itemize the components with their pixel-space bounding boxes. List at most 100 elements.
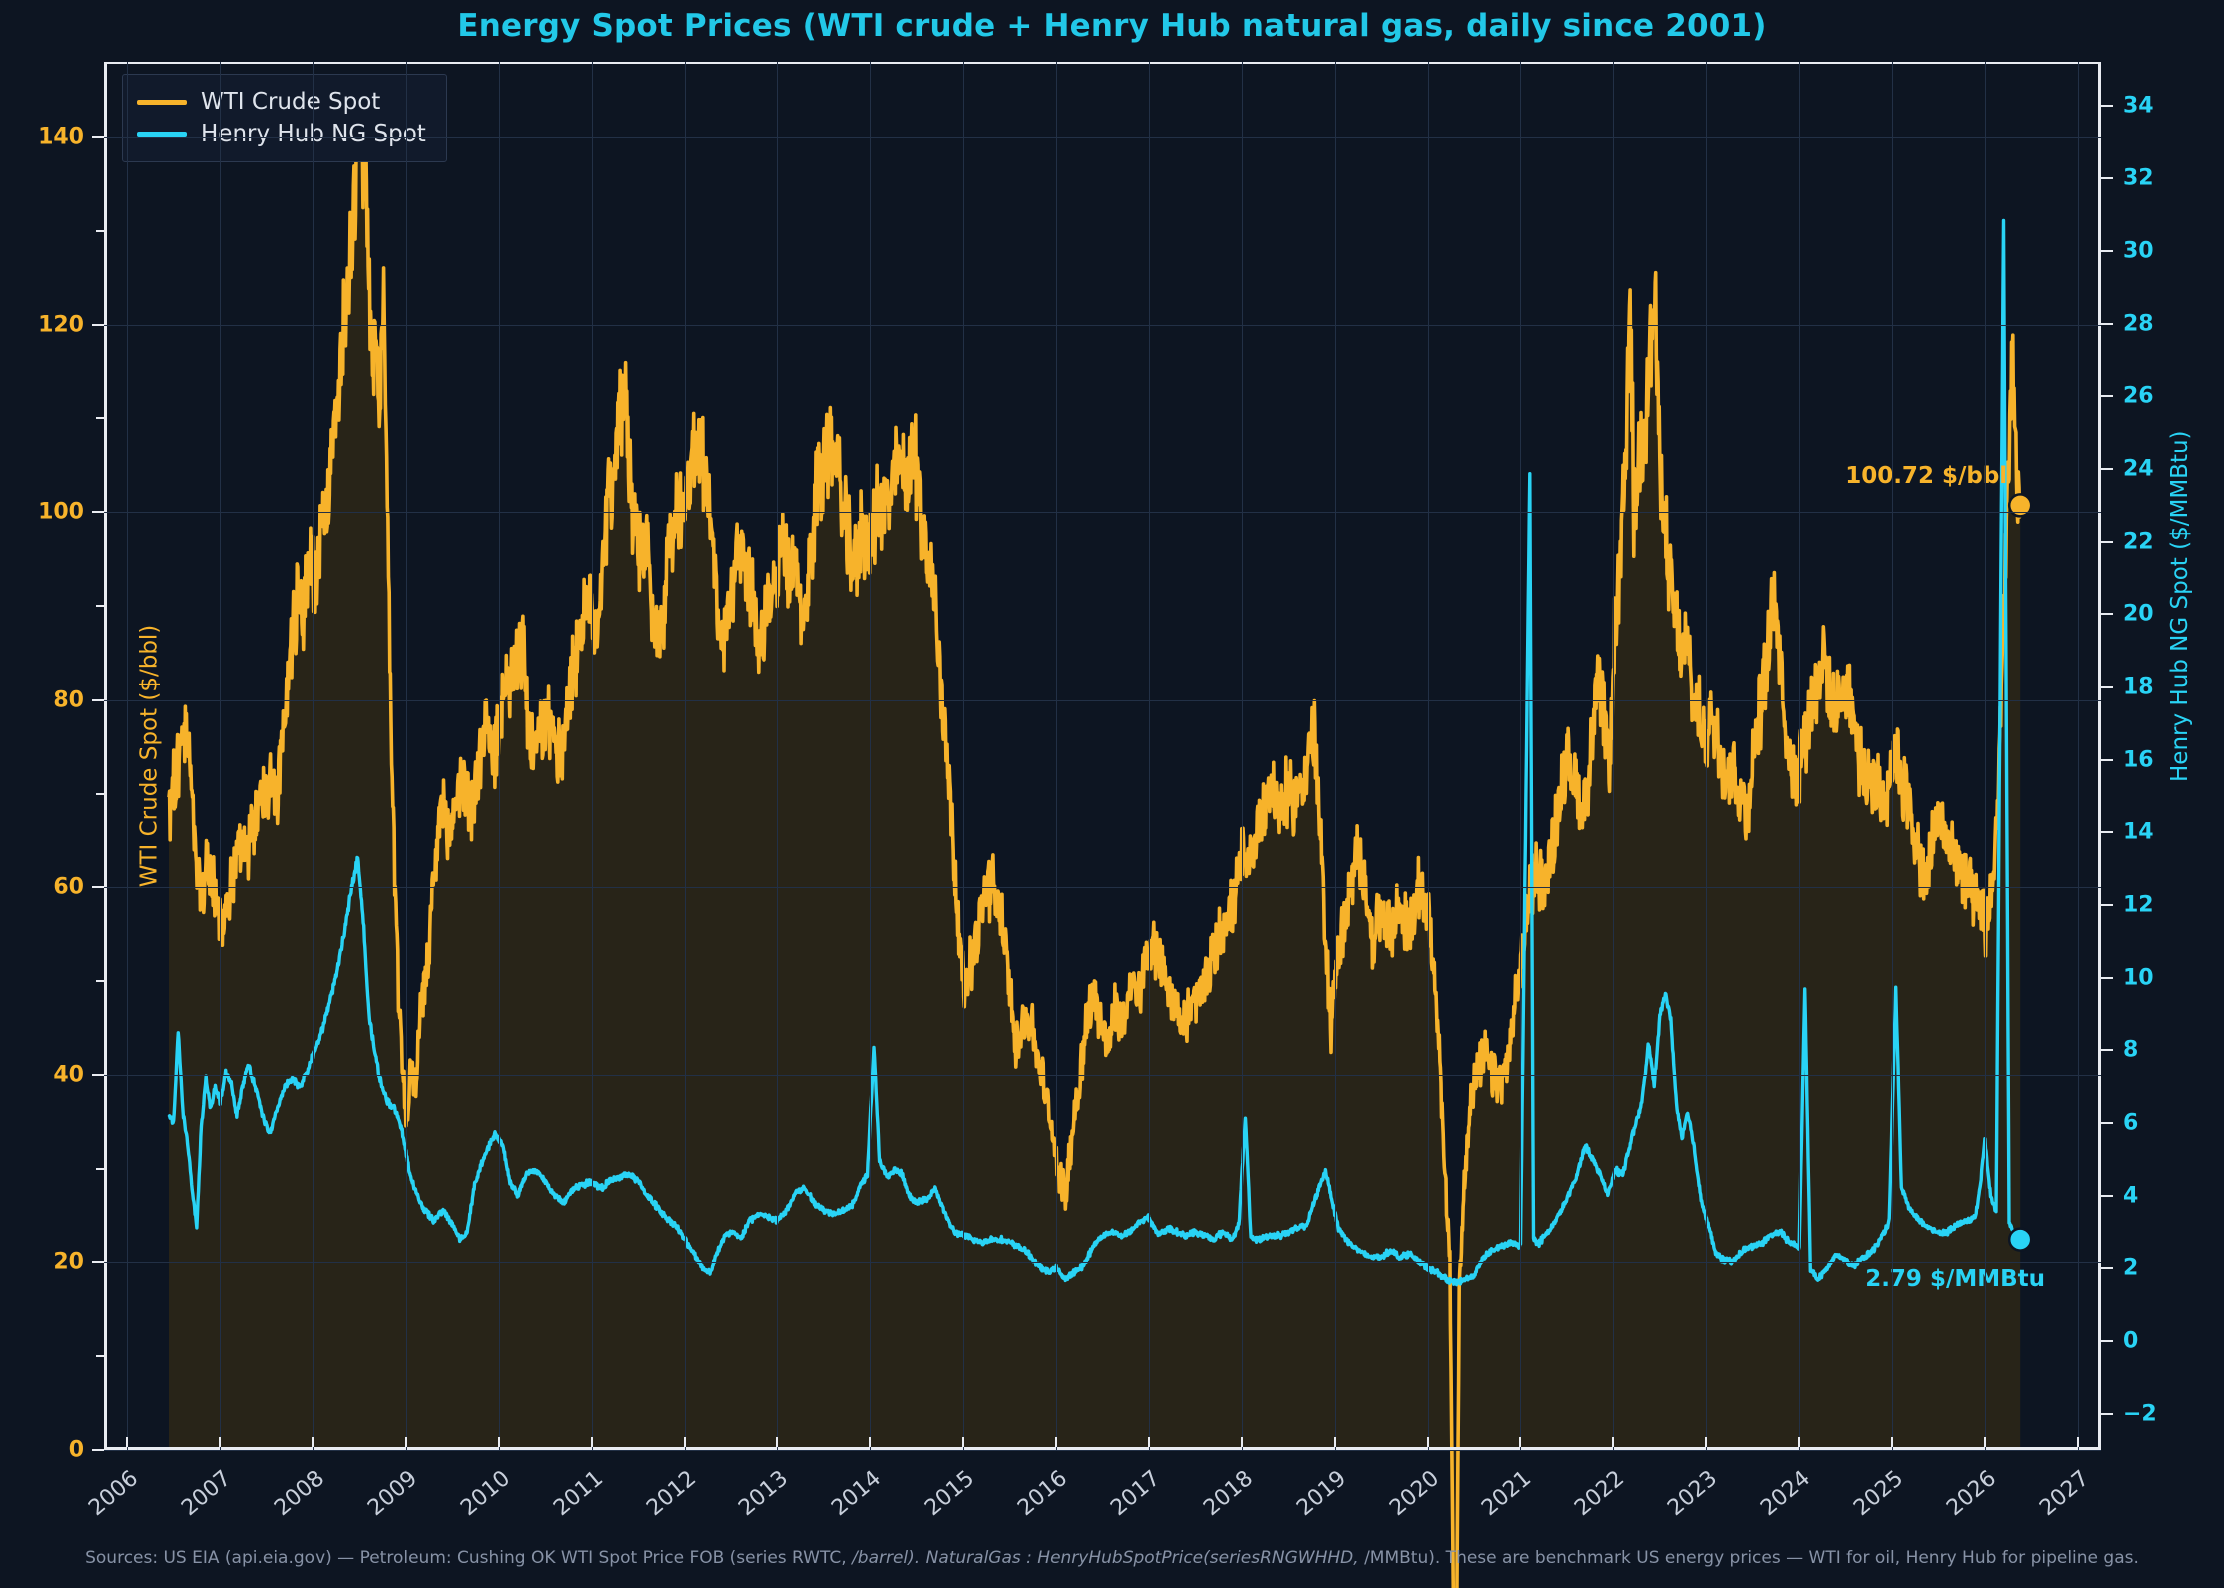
x-axis-tick — [1147, 1437, 1150, 1447]
legend-item-wti: WTI Crude Spot — [137, 86, 426, 118]
y-axis-tick-right — [2101, 685, 2113, 688]
x-axis-tick — [1983, 1437, 1986, 1447]
x-axis-label: 2020 — [1384, 1466, 1444, 1522]
x-axis-tick — [962, 1437, 965, 1447]
y-axis-minor-tick-left — [96, 980, 104, 983]
plot-area: WTI Crude Spot Henry Hub NG Spot 100.72 … — [92, 62, 2113, 1588]
y-axis-tick-right — [2101, 1194, 2113, 1197]
y-axis-label-right: 16 — [2123, 747, 2154, 773]
grid-line-horizontal — [104, 1450, 2101, 1451]
grid-line-vertical — [312, 62, 314, 1450]
y-axis-tick-right — [2101, 1412, 2113, 1415]
y-axis-title-right: Henry Hub NG Spot ($/MMBtu) — [2167, 430, 2193, 782]
x-axis-tick — [1519, 1437, 1522, 1447]
axis-spine-bottom — [104, 1447, 2101, 1450]
y-axis-label-right: 20 — [2123, 601, 2154, 627]
y-axis-tick-right — [2101, 758, 2113, 761]
y-axis-minor-tick-left — [96, 1355, 104, 1358]
y-axis-tick-right — [2101, 467, 2113, 470]
y-axis-tick-right — [2101, 613, 2113, 616]
source-note: Sources: US EIA (api.eia.gov) — Petroleu… — [0, 1548, 2224, 1568]
grid-line-horizontal — [104, 699, 2101, 701]
y-axis-tick-right — [2101, 903, 2113, 906]
grid-line-vertical — [1706, 62, 1708, 1450]
x-axis-tick — [1612, 1437, 1615, 1447]
x-axis-label: 2025 — [1849, 1466, 1909, 1522]
grid-line-horizontal — [104, 512, 2101, 514]
x-axis-label: 2017 — [1106, 1466, 1166, 1522]
y-axis-label-right: −2 — [2123, 1401, 2157, 1427]
grid-line-vertical — [684, 62, 686, 1450]
x-axis-tick — [869, 1437, 872, 1447]
y-axis-tick-right — [2101, 831, 2113, 834]
x-axis-tick — [126, 1437, 129, 1447]
grid-line-vertical — [1984, 62, 1986, 1450]
grid-line-vertical — [1613, 62, 1615, 1450]
x-axis-tick — [1891, 1437, 1893, 1447]
legend-item-henryhub: Henry Hub NG Spot — [137, 118, 426, 150]
x-axis-label: 2018 — [1198, 1466, 1258, 1522]
y-axis-tick-right — [2101, 1267, 2113, 1270]
y-axis-label-right: 10 — [2123, 965, 2154, 991]
x-axis-tick — [1705, 1437, 1708, 1447]
y-axis-tick-right — [2101, 1121, 2113, 1124]
henry-hub-line — [167, 218, 2022, 1287]
x-axis-tick — [1055, 1437, 1058, 1447]
x-axis-label: 2014 — [827, 1466, 887, 1522]
y-axis-title-left: WTI Crude Spot ($/bbl) — [136, 624, 163, 888]
grid-line-vertical — [963, 62, 965, 1450]
x-axis-label: 2019 — [1291, 1466, 1351, 1522]
y-axis-label-right: 34 — [2123, 93, 2154, 119]
annotation-ng-last-value: 2.79 $/MMBtu — [1865, 1265, 2046, 1292]
y-axis-label-right: 22 — [2123, 529, 2154, 555]
y-axis-minor-tick-left — [96, 1167, 104, 1170]
x-axis-label: 2009 — [362, 1466, 422, 1522]
x-axis-tick — [219, 1437, 222, 1447]
x-axis-tick — [1240, 1437, 1243, 1447]
x-axis-label: 2024 — [1756, 1466, 1816, 1522]
source-note-part1: Sources: US EIA (api.eia.gov) — Petroleu… — [85, 1548, 853, 1568]
grid-line-vertical — [220, 62, 222, 1450]
y-axis-minor-tick-left — [96, 417, 104, 420]
y-axis-label-left: 140 — [38, 124, 84, 150]
x-axis-label: 2013 — [734, 1466, 794, 1522]
y-axis-tick-right — [2101, 1049, 2113, 1052]
x-axis-tick — [1426, 1437, 1429, 1447]
y-axis-minor-tick-left — [96, 604, 104, 607]
grid-line-vertical — [1520, 62, 1522, 1450]
x-axis-tick — [1798, 1437, 1801, 1447]
grid-line-horizontal — [104, 1262, 2101, 1264]
y-axis-tick-left — [92, 698, 104, 701]
grid-line-vertical — [127, 62, 129, 1450]
y-axis-label-left: 80 — [53, 687, 84, 713]
y-axis-tick-right — [2101, 104, 2113, 107]
y-axis-label-right: 2 — [2123, 1255, 2139, 1281]
y-axis-tick-left — [92, 1261, 104, 1264]
y-axis-tick-left — [92, 1073, 104, 1076]
y-axis-label-right: 28 — [2123, 311, 2154, 337]
y-axis-tick-left — [92, 323, 104, 326]
grid-line-horizontal — [104, 887, 2101, 889]
grid-line-horizontal — [104, 1074, 2101, 1076]
y-axis-tick-right — [2101, 976, 2113, 979]
grid-line-vertical — [405, 62, 407, 1450]
grid-line-horizontal — [104, 137, 2101, 139]
y-axis-tick-left — [92, 886, 104, 889]
x-axis-label: 2022 — [1570, 1466, 1630, 1522]
source-note-italic: /barrel). NaturalGas : HenryHubSpotPrice… — [852, 1548, 1359, 1568]
legend-swatch-wti — [137, 99, 187, 105]
grid-line-vertical — [1241, 62, 1243, 1450]
y-axis-tick-right — [2101, 249, 2113, 252]
y-axis-minor-tick-left — [96, 792, 104, 795]
x-axis-tick — [404, 1437, 407, 1447]
y-axis-label-right: 18 — [2123, 674, 2154, 700]
y-axis-tick-left — [92, 1449, 104, 1451]
x-axis-label: 2015 — [920, 1466, 980, 1522]
x-axis-tick — [2076, 1437, 2079, 1447]
y-axis-label-right: 12 — [2123, 892, 2154, 918]
x-axis-label: 2016 — [1013, 1466, 1073, 1522]
grid-line-horizontal — [104, 324, 2101, 326]
y-axis-label-right: 8 — [2123, 1037, 2139, 1063]
axis-spine-right — [2098, 62, 2101, 1450]
wti-crude-line — [167, 75, 2022, 1588]
